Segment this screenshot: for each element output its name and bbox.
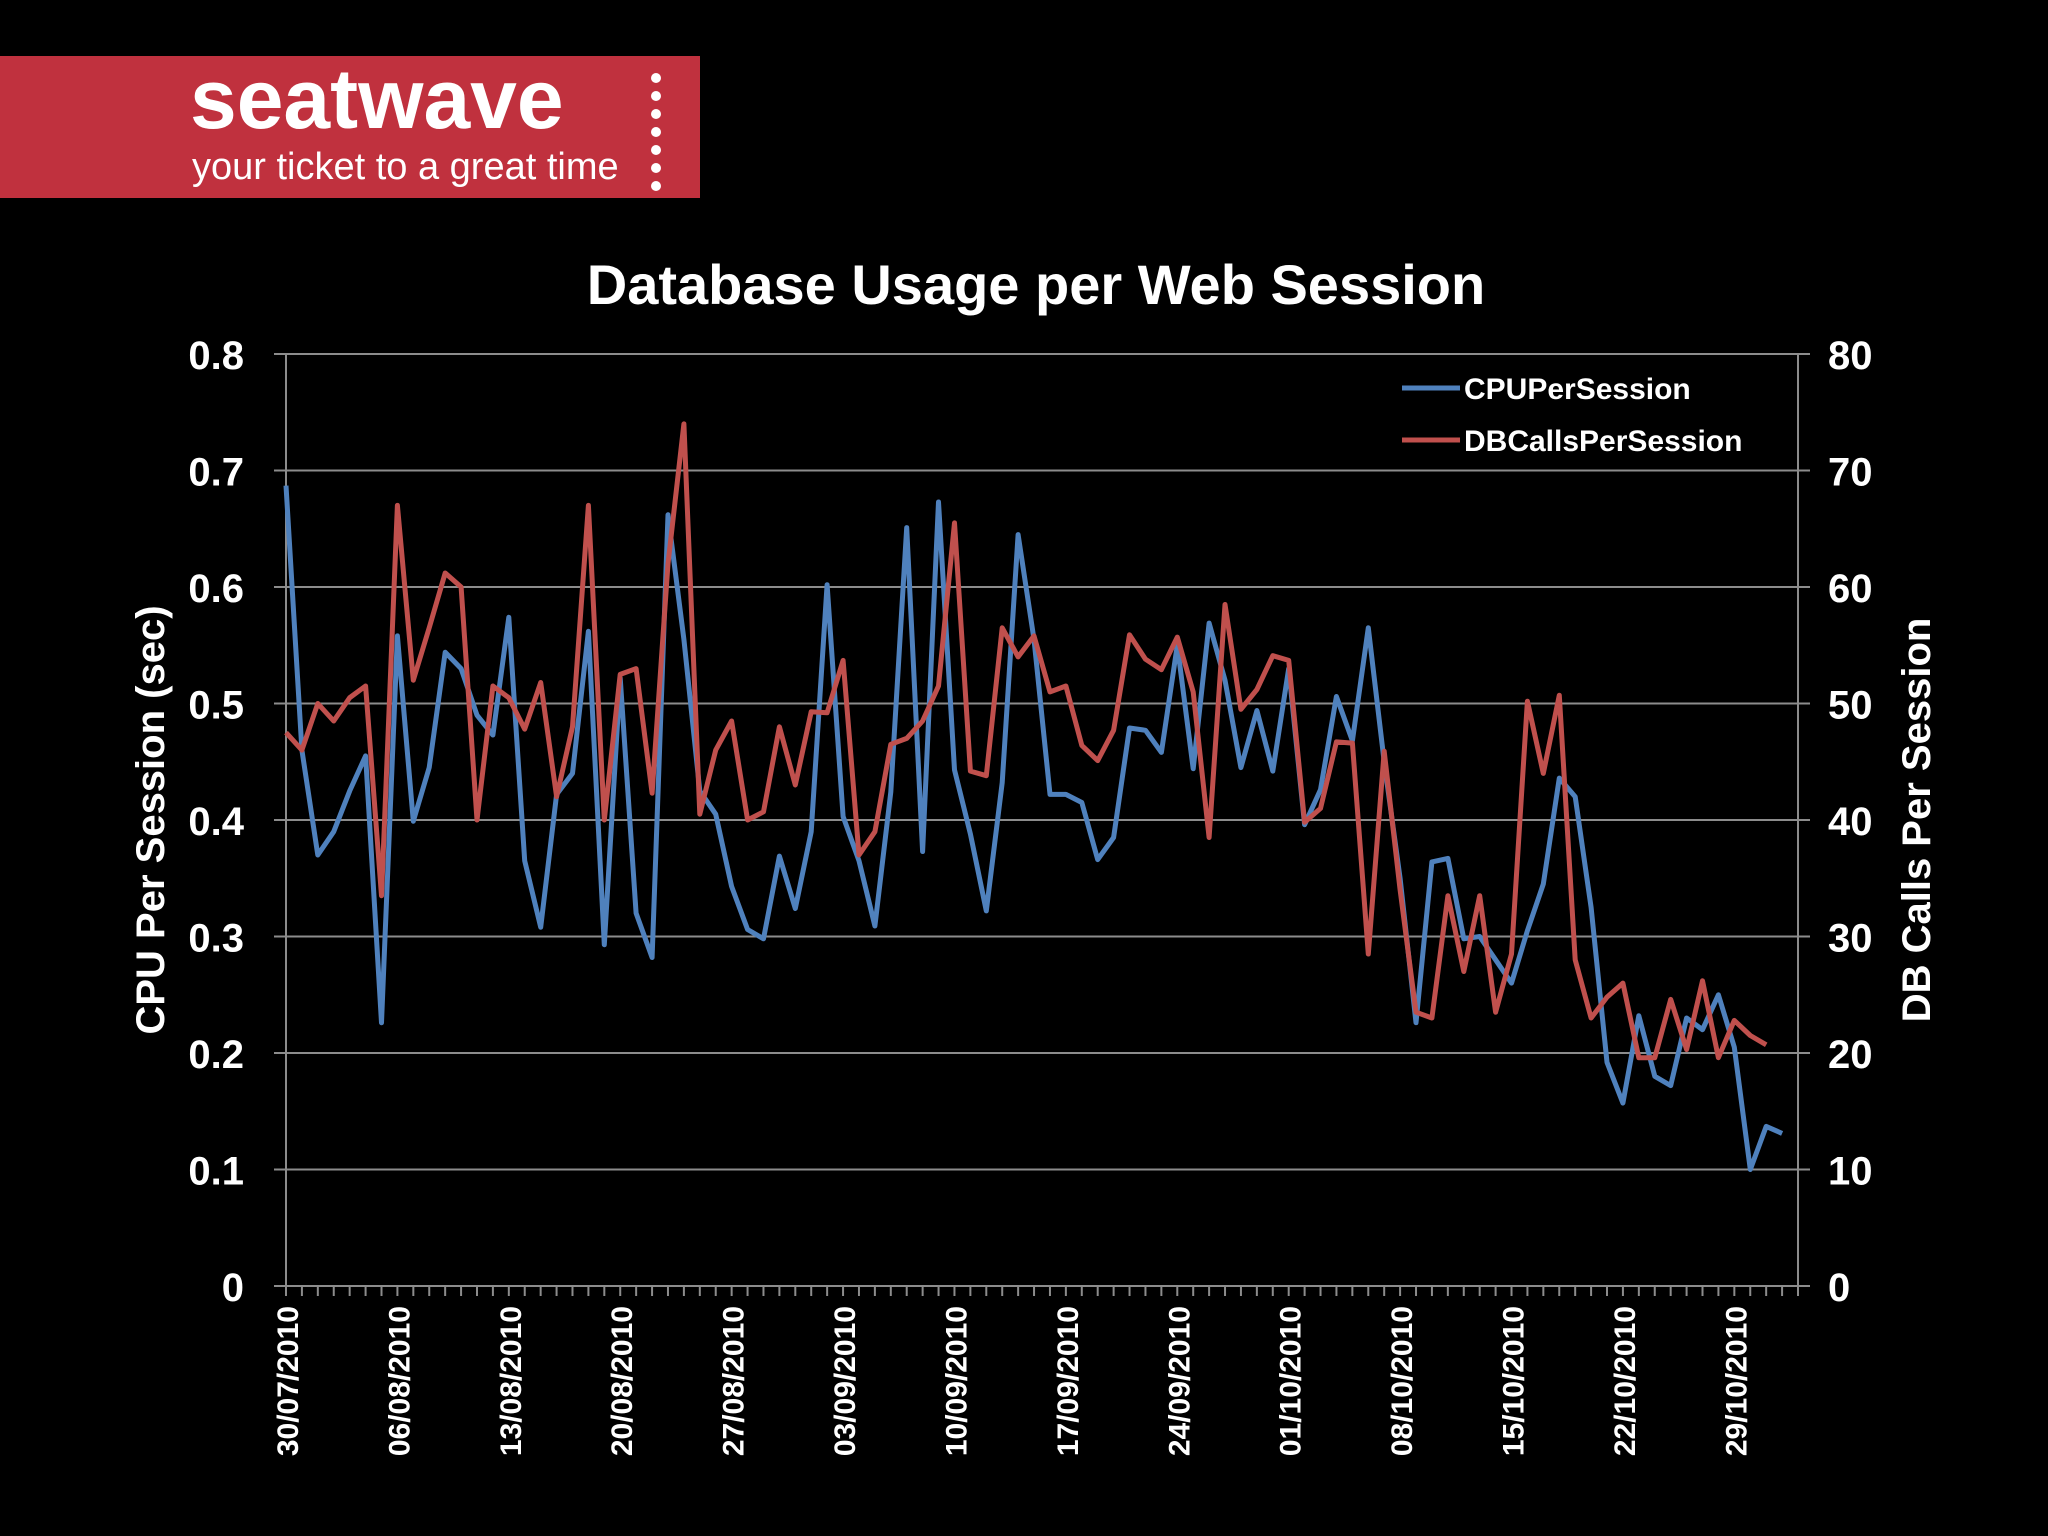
legend: CPUPerSession DBCallsPerSession xyxy=(1402,373,1742,458)
x-tick-label: 15/10/2010 xyxy=(1498,1306,1531,1456)
legend-label: DBCallsPerSession xyxy=(1464,425,1742,458)
y2-tick-label: 30 xyxy=(1828,917,1873,961)
y2-tick-label: 60 xyxy=(1828,567,1873,611)
x-tick-label: 06/08/2010 xyxy=(383,1306,416,1456)
series-line-DBCallsPerSession xyxy=(284,421,1768,1061)
x-tick-label: 08/10/2010 xyxy=(1386,1306,1419,1456)
chart-title: Database Usage per Web Session xyxy=(587,253,1485,316)
logo-background xyxy=(0,56,700,198)
x-tick-label: 17/09/2010 xyxy=(1052,1306,1085,1456)
x-tick-label: 30/07/2010 xyxy=(272,1306,305,1456)
logo-name: seatwave xyxy=(190,56,564,146)
y-tick-label: 0.8 xyxy=(188,334,244,378)
y-axis-label: CPU Per Session (sec) xyxy=(129,605,173,1034)
x-tick-label: 13/08/2010 xyxy=(495,1306,528,1456)
x-tick-label: 03/09/2010 xyxy=(829,1306,862,1456)
logo-tagline: your ticket to a great time xyxy=(192,146,619,188)
y-tick-label: 0.1 xyxy=(188,1150,244,1194)
x-tick-label: 27/08/2010 xyxy=(718,1306,751,1456)
y-tick-label: 0.6 xyxy=(188,567,244,611)
y-tick-label: 0 xyxy=(222,1266,244,1310)
y2-tick-label: 80 xyxy=(1828,334,1873,378)
series-line-CPUPerSession xyxy=(283,485,1784,1172)
y2-tick-label: 20 xyxy=(1828,1033,1873,1077)
axes: 0 0 0.1 10 0.2 20 0.3 30 0.4 40 0.5 50 0.6 60 0.7 70 0.8… xyxy=(188,334,1872,1456)
legend-label: CPUPerSession xyxy=(1464,373,1691,406)
gridlines xyxy=(286,353,1798,1171)
y2-tick-label: 50 xyxy=(1828,684,1873,728)
x-tick-label: 01/10/2010 xyxy=(1275,1306,1308,1456)
seatwave-logo: seatwave your ticket to a great time xyxy=(0,56,700,198)
x-tick-label: 10/09/2010 xyxy=(940,1306,973,1456)
y-tick-label: 0.3 xyxy=(188,917,244,961)
series-lines xyxy=(283,421,1784,1172)
logo-dots xyxy=(651,73,661,191)
x-tick-label: 29/10/2010 xyxy=(1720,1306,1753,1456)
y2-tick-label: 40 xyxy=(1828,800,1873,844)
y-tick-label: 0.7 xyxy=(188,451,244,495)
x-tick-label: 22/10/2010 xyxy=(1609,1306,1642,1456)
x-tick-label: 24/09/2010 xyxy=(1163,1306,1196,1456)
y2-tick-label: 10 xyxy=(1828,1150,1873,1194)
y2-tick-label: 0 xyxy=(1828,1266,1850,1310)
y2-tick-label: 70 xyxy=(1828,451,1873,495)
x-tick-label: 20/08/2010 xyxy=(606,1306,639,1456)
y-tick-label: 0.4 xyxy=(188,800,244,844)
y-tick-label: 0.5 xyxy=(188,684,244,728)
y2-axis-label: DB Calls Per Session xyxy=(1895,618,1939,1023)
y-tick-label: 0.2 xyxy=(188,1033,244,1077)
